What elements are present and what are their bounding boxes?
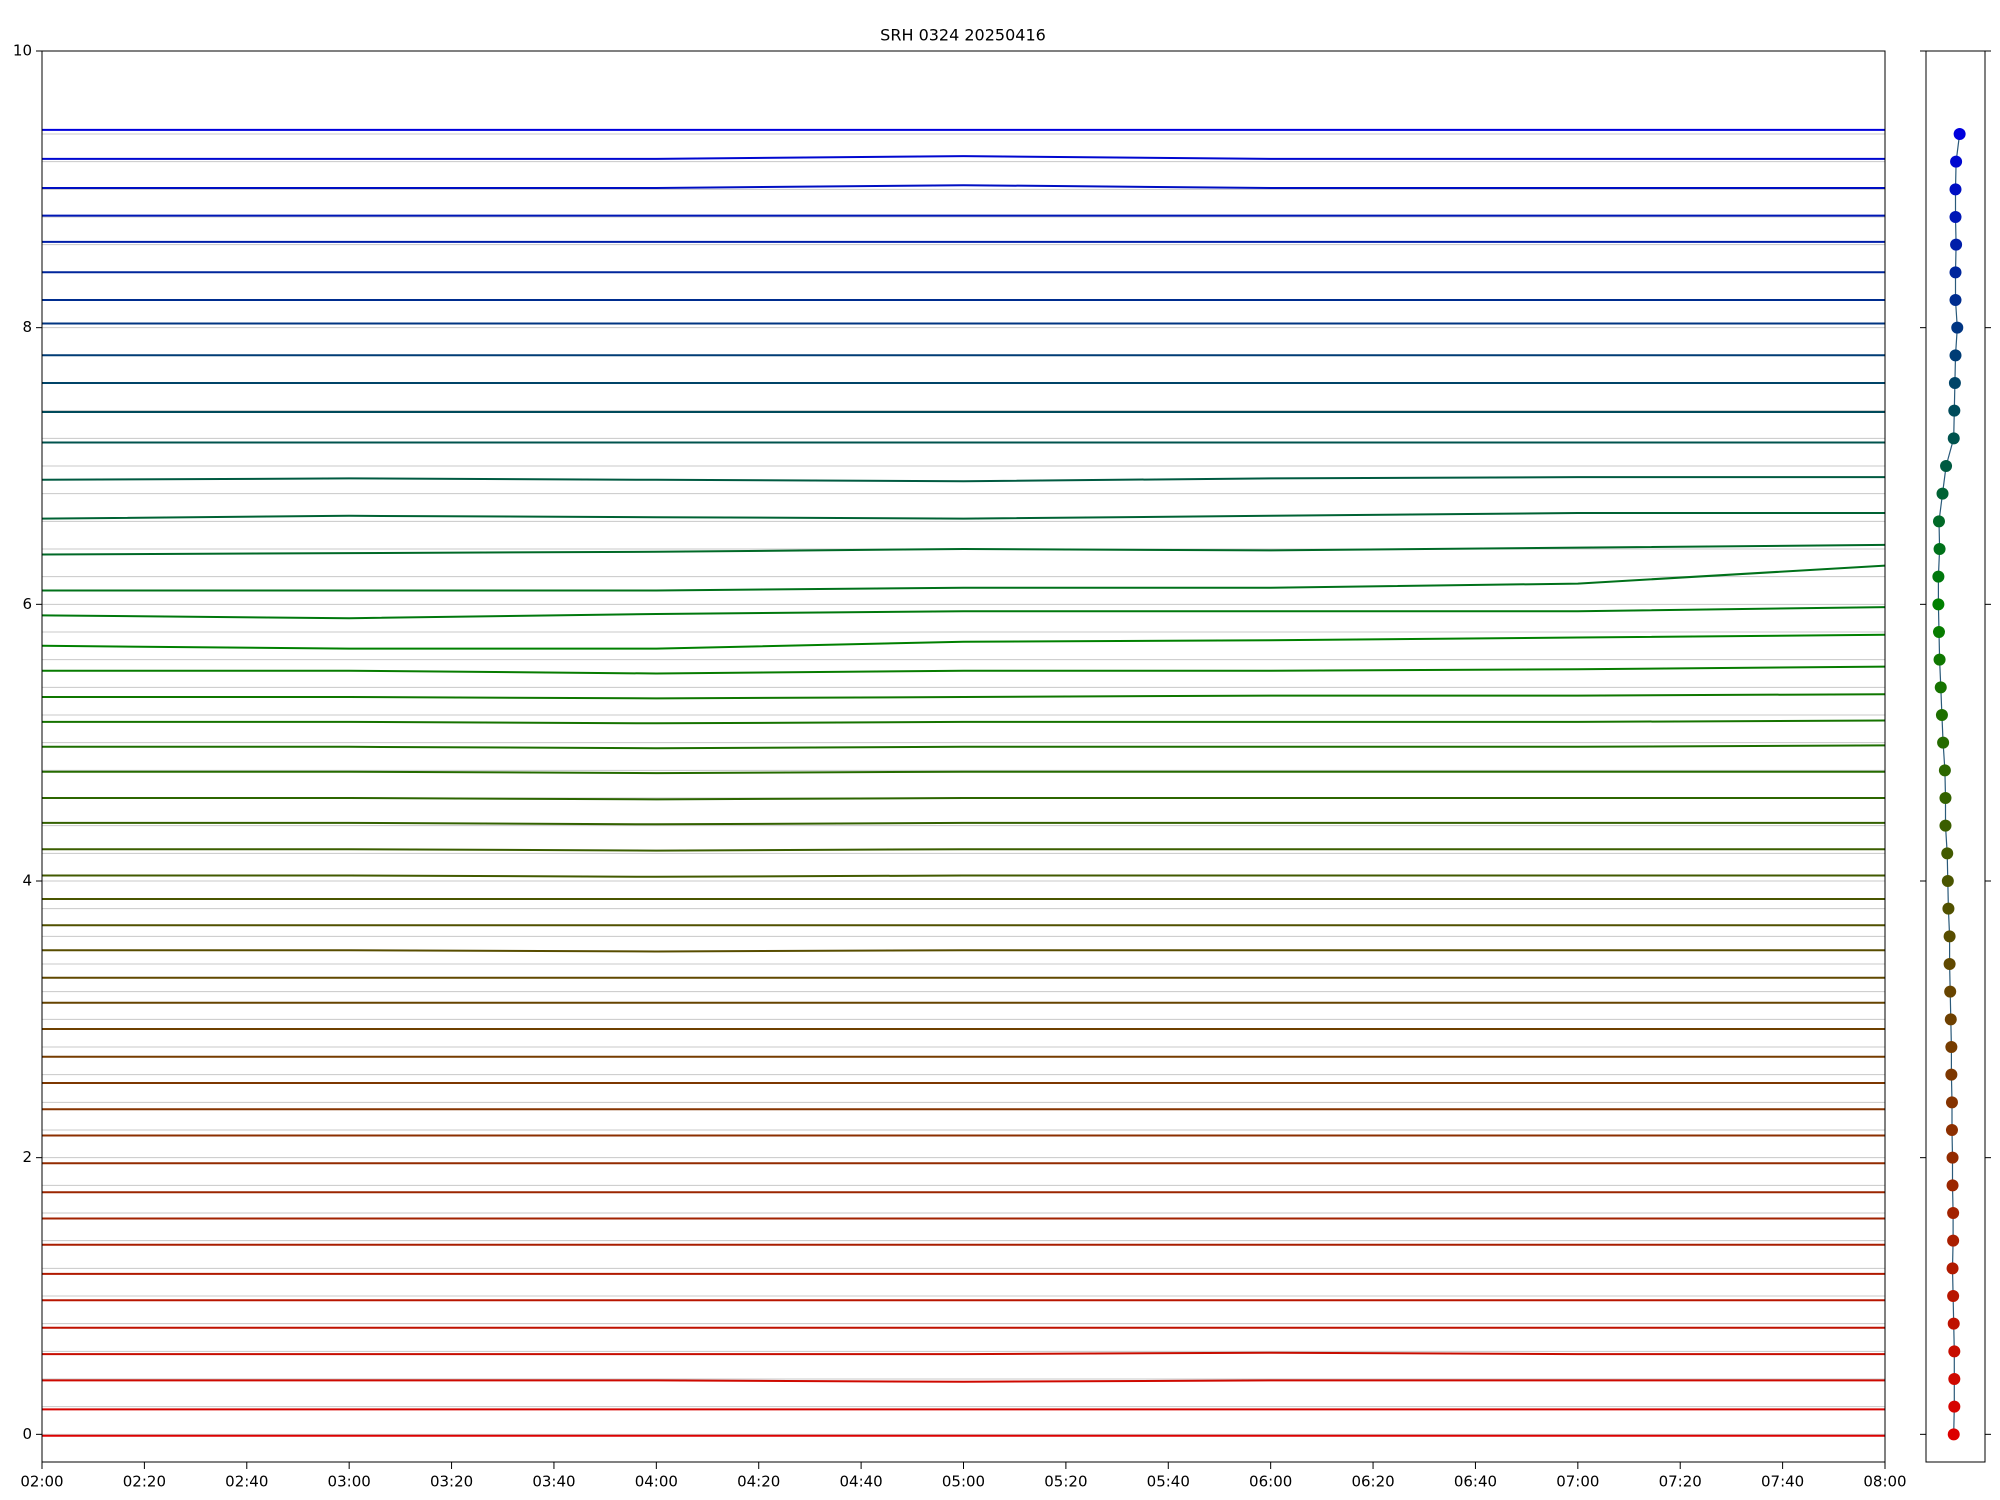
trace <box>41 476 1885 483</box>
level-dot <box>1934 681 1947 694</box>
level-dot <box>1947 1234 1960 1247</box>
level-dot <box>1949 294 1962 306</box>
level-dot <box>1932 515 1945 528</box>
x-tick-label: 02:00 <box>20 1473 63 1491</box>
level-dot <box>1940 460 1953 472</box>
y-tick-label: 4 <box>22 872 32 890</box>
x-tick-label: 03:00 <box>328 1473 371 1491</box>
trace <box>42 1379 1885 1383</box>
x-tick-label: 05:20 <box>1044 1473 1087 1491</box>
level-dot <box>1950 238 1963 251</box>
level-dot <box>1932 626 1945 638</box>
level-dot <box>1943 958 1956 970</box>
level-dot <box>1942 902 1955 915</box>
level-dot <box>1933 543 1946 555</box>
level-dot <box>1946 1151 1959 1164</box>
level-dot <box>1933 653 1946 666</box>
level-dot <box>1932 598 1945 611</box>
trace <box>42 184 1885 189</box>
x-tick-label: 02:40 <box>225 1473 268 1491</box>
level-dot <box>1947 1317 1960 1330</box>
trace <box>42 719 1886 725</box>
level-dot <box>1938 764 1951 777</box>
level-dot <box>1948 1345 1961 1358</box>
x-tick-label: 03:20 <box>430 1473 473 1491</box>
level-dot <box>1946 1262 1959 1275</box>
trace <box>41 543 1886 556</box>
level-dot <box>1946 1179 1959 1192</box>
x-tick-label: 05:00 <box>942 1473 985 1491</box>
x-tick-label: 05:40 <box>1147 1473 1190 1491</box>
y-tick-label: 10 <box>13 42 32 60</box>
level-dot <box>1945 1124 1958 1136</box>
x-tick-label: 07:00 <box>1556 1473 1599 1491</box>
x-tick-label: 07:20 <box>1659 1473 1702 1491</box>
level-dot <box>1939 819 1952 832</box>
x-tick-label: 06:40 <box>1454 1473 1497 1491</box>
level-dot <box>1945 1096 1958 1109</box>
x-tick-label: 08:00 <box>1863 1473 1906 1491</box>
trace <box>42 848 1885 852</box>
side-frame <box>1925 50 1986 1463</box>
trace <box>42 821 1885 826</box>
level-dot <box>1945 1068 1958 1081</box>
level-dot <box>1950 155 1963 168</box>
trace <box>42 1351 1885 1356</box>
x-tick-label: 02:20 <box>123 1473 166 1491</box>
level-dot <box>1941 875 1954 887</box>
x-tick-label: 04:00 <box>635 1473 678 1491</box>
level-dot <box>1947 1290 1960 1302</box>
x-tick-label: 04:40 <box>839 1473 882 1491</box>
level-dot <box>1948 404 1961 417</box>
x-tick-label: 04:20 <box>737 1473 780 1491</box>
y-tick-label: 2 <box>22 1148 32 1166</box>
level-dot <box>1943 930 1956 943</box>
trace <box>42 949 1885 953</box>
level-dot <box>1949 349 1962 362</box>
trace <box>42 744 1886 750</box>
x-tick-label: 06:00 <box>1249 1473 1292 1491</box>
level-dot <box>1945 1041 1958 1053</box>
trace <box>42 564 1886 592</box>
trace <box>42 155 1885 160</box>
trace <box>41 512 1885 520</box>
level-dot <box>1944 1013 1957 1026</box>
level-dot <box>1949 266 1962 279</box>
x-tick-label: 06:20 <box>1351 1473 1394 1491</box>
level-dot <box>1944 985 1957 998</box>
y-tick-label: 8 <box>22 318 32 336</box>
y-tick-label: 6 <box>22 595 32 613</box>
level-dot <box>1953 128 1966 140</box>
level-dot <box>1949 183 1962 196</box>
trace <box>42 874 1885 878</box>
x-tick-label: 07:40 <box>1761 1473 1804 1491</box>
level-dot <box>1947 1207 1960 1219</box>
level-dot <box>1951 321 1964 334</box>
trace <box>42 770 1885 775</box>
level-dot <box>1941 847 1954 860</box>
level-dot <box>1932 570 1945 583</box>
chart-title: SRH 0324 20250416 <box>880 26 1046 45</box>
level-dot <box>1935 709 1948 721</box>
x-tick-label: 03:40 <box>532 1473 575 1491</box>
trace <box>41 633 1886 650</box>
level-dot <box>1948 1373 1961 1385</box>
level-dot <box>1936 487 1949 500</box>
trace <box>42 665 1886 675</box>
trace <box>41 606 1886 620</box>
trace <box>42 693 1886 700</box>
level-dot <box>1948 1400 1961 1413</box>
level-dot <box>1937 736 1950 749</box>
y-tick-label: 0 <box>22 1425 32 1443</box>
level-dot <box>1939 792 1952 804</box>
trace <box>42 797 1885 801</box>
level-dot <box>1947 1428 1960 1441</box>
level-dot <box>1947 432 1960 445</box>
level-dot <box>1949 211 1962 223</box>
level-dot <box>1948 377 1961 389</box>
